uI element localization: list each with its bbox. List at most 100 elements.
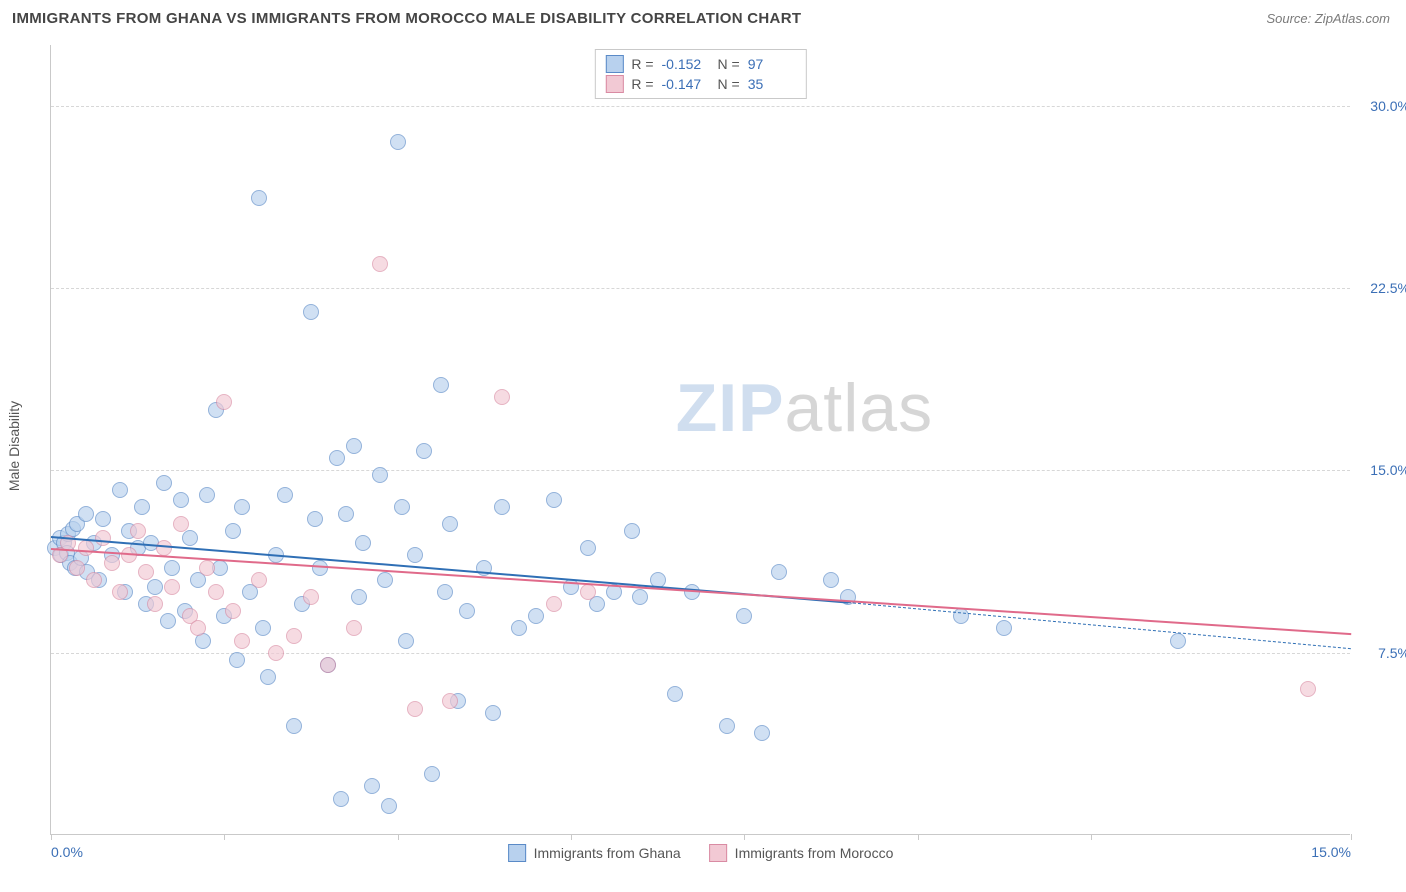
scatter-point-ghana xyxy=(372,467,388,483)
scatter-point-ghana xyxy=(546,492,562,508)
scatter-point-ghana xyxy=(1170,633,1186,649)
scatter-point-ghana xyxy=(95,511,111,527)
scatter-point-morocco xyxy=(112,584,128,600)
scatter-point-ghana xyxy=(199,487,215,503)
scatter-point-morocco xyxy=(147,596,163,612)
r-value-ghana: -0.152 xyxy=(662,56,710,72)
y-tick-label: 30.0% xyxy=(1355,98,1406,114)
x-tick xyxy=(224,834,225,840)
n-label: N = xyxy=(718,56,740,72)
r-label: R = xyxy=(631,56,653,72)
scatter-point-ghana xyxy=(953,608,969,624)
scatter-point-morocco xyxy=(95,530,111,546)
chart-header: IMMIGRANTS FROM GHANA VS IMMIGRANTS FROM… xyxy=(0,0,1406,31)
scatter-point-morocco xyxy=(216,394,232,410)
scatter-point-morocco xyxy=(104,555,120,571)
scatter-point-ghana xyxy=(580,540,596,556)
scatter-point-morocco xyxy=(69,560,85,576)
scatter-point-ghana xyxy=(771,564,787,580)
scatter-point-ghana xyxy=(173,492,189,508)
correlation-row-ghana: R = -0.152 N = 97 xyxy=(605,54,795,74)
y-tick-label: 22.5% xyxy=(1355,280,1406,296)
scatter-point-ghana xyxy=(390,134,406,150)
chart-title: IMMIGRANTS FROM GHANA VS IMMIGRANTS FROM… xyxy=(12,10,801,27)
legend-label-morocco: Immigrants from Morocco xyxy=(735,845,894,861)
scatter-point-ghana xyxy=(251,190,267,206)
scatter-point-ghana xyxy=(164,560,180,576)
scatter-point-ghana xyxy=(329,450,345,466)
scatter-point-ghana xyxy=(78,506,94,522)
x-tick xyxy=(1351,834,1352,840)
swatch-ghana xyxy=(605,55,623,73)
scatter-point-ghana xyxy=(624,523,640,539)
x-tick xyxy=(1091,834,1092,840)
scatter-point-morocco xyxy=(407,701,423,717)
scatter-point-ghana xyxy=(160,613,176,629)
scatter-point-morocco xyxy=(86,572,102,588)
scatter-point-ghana xyxy=(394,499,410,515)
scatter-point-ghana xyxy=(407,547,423,563)
scatter-point-ghana xyxy=(338,506,354,522)
scatter-point-morocco xyxy=(173,516,189,532)
scatter-point-morocco xyxy=(251,572,267,588)
x-tick xyxy=(918,834,919,840)
n-value-ghana: 97 xyxy=(748,56,796,72)
scatter-point-ghana xyxy=(442,516,458,532)
scatter-point-ghana xyxy=(234,499,250,515)
n-value-morocco: 35 xyxy=(748,76,796,92)
scatter-point-ghana xyxy=(424,766,440,782)
scatter-point-morocco xyxy=(346,620,362,636)
grid-line xyxy=(51,288,1350,289)
scatter-point-ghana xyxy=(134,499,150,515)
scatter-point-morocco xyxy=(1300,681,1316,697)
legend-item-morocco: Immigrants from Morocco xyxy=(709,844,894,862)
scatter-point-ghana xyxy=(355,535,371,551)
scatter-point-ghana xyxy=(286,718,302,734)
x-tick xyxy=(51,834,52,840)
y-tick-label: 15.0% xyxy=(1355,462,1406,478)
scatter-point-ghana xyxy=(459,603,475,619)
scatter-point-ghana xyxy=(511,620,527,636)
n-label: N = xyxy=(718,76,740,92)
scatter-point-morocco xyxy=(164,579,180,595)
scatter-point-ghana xyxy=(754,725,770,741)
scatter-point-ghana xyxy=(182,530,198,546)
scatter-point-ghana xyxy=(437,584,453,600)
scatter-point-morocco xyxy=(225,603,241,619)
scatter-point-ghana xyxy=(346,438,362,454)
grid-line xyxy=(51,653,1350,654)
scatter-point-ghana xyxy=(303,304,319,320)
scatter-point-ghana xyxy=(225,523,241,539)
legend-item-ghana: Immigrants from Ghana xyxy=(508,844,681,862)
scatter-point-ghana xyxy=(377,572,393,588)
watermark: ZIPatlas xyxy=(676,369,933,447)
x-tick xyxy=(744,834,745,840)
scatter-point-ghana xyxy=(433,377,449,393)
y-tick-label: 7.5% xyxy=(1355,645,1406,661)
scatter-point-ghana xyxy=(307,511,323,527)
x-tick xyxy=(571,834,572,840)
scatter-point-ghana xyxy=(364,778,380,794)
series-legend: Immigrants from Ghana Immigrants from Mo… xyxy=(508,844,894,862)
scatter-point-ghana xyxy=(333,791,349,807)
r-value-morocco: -0.147 xyxy=(662,76,710,92)
scatter-point-ghana xyxy=(229,652,245,668)
scatter-point-morocco xyxy=(268,645,284,661)
y-axis-label: Male Disability xyxy=(6,401,22,491)
x-tick xyxy=(398,834,399,840)
scatter-point-morocco xyxy=(234,633,250,649)
scatter-point-morocco xyxy=(199,560,215,576)
legend-label-ghana: Immigrants from Ghana xyxy=(534,845,681,861)
correlation-row-morocco: R = -0.147 N = 35 xyxy=(605,74,795,94)
scatter-point-ghana xyxy=(528,608,544,624)
scatter-point-morocco xyxy=(130,523,146,539)
scatter-point-morocco xyxy=(320,657,336,673)
scatter-plot-area: ZIPatlas R = -0.152 N = 97 R = -0.147 N … xyxy=(50,45,1350,835)
scatter-point-ghana xyxy=(398,633,414,649)
scatter-point-morocco xyxy=(208,584,224,600)
scatter-point-ghana xyxy=(667,686,683,702)
scatter-point-morocco xyxy=(286,628,302,644)
scatter-point-ghana xyxy=(112,482,128,498)
scatter-point-morocco xyxy=(78,540,94,556)
grid-line xyxy=(51,470,1350,471)
